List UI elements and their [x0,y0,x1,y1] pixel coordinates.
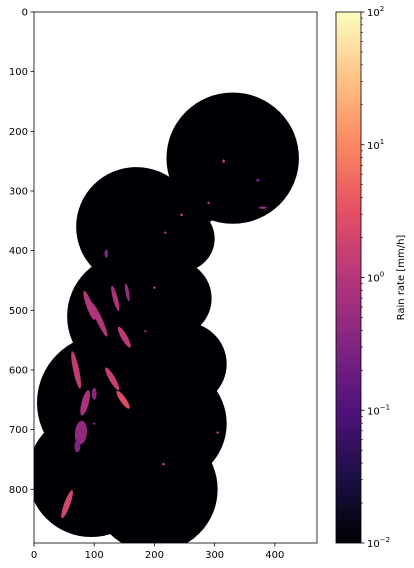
y-tick-label: 800 [9,485,28,496]
rain-features [61,159,268,519]
rain-cell [256,179,260,182]
rain-cell [61,490,73,519]
colorbar-ticks: 10−2 10−1 100 101 102 [361,5,390,550]
y-tick-label: 500 [9,306,28,317]
rain-cell [216,431,219,434]
plot-frame [33,11,318,544]
x-tick-label: 200 [145,550,164,561]
coverage-disk [91,426,218,543]
colorbar-tick-label: 10−2 [367,536,390,550]
colorbar-tick-label: 102 [367,5,384,19]
y-tick-label: 300 [9,186,28,197]
rain-cell [144,330,147,333]
coverage-disk [133,259,212,338]
rain-cell [222,159,225,163]
heatmap-axes: 0 100 200 300 400 0 100 200 300 400 500 600 700 800 [9,8,318,561]
coverage-disk [148,205,215,272]
rain-cell [105,367,120,391]
radar-coverage [34,92,299,543]
colorbar-gradient [335,11,362,544]
colorbar-tick-label: 100 [367,271,384,285]
colorbar-tick-label: 10−1 [367,403,390,417]
y-tick-label: 100 [9,67,28,78]
y-tick-label: 700 [9,425,28,436]
y-tick-label: 400 [9,246,28,257]
colorbar: 10−2 10−1 100 101 102 Rain rate [mm/h] [335,5,407,550]
y-tick-label: 0 [22,8,28,19]
y-tick-label: 600 [9,365,28,376]
x-tick-label: 400 [265,550,284,561]
rain-cell [258,206,268,209]
colorbar-tick-label: 101 [367,138,384,152]
x-tick-label: 300 [205,550,224,561]
x-axis: 0 100 200 300 400 [31,543,284,561]
y-axis: 0 100 200 300 400 500 600 700 800 [9,8,34,496]
x-tick-label: 100 [85,550,104,561]
rain-cell [74,440,81,453]
rain-cell [80,390,91,416]
colorbar-label: Rain rate [mm/h] [396,235,407,321]
rain-cell [124,283,130,302]
rain-cell [207,201,210,205]
rain-cell [153,286,156,289]
y-tick-label: 200 [9,127,28,138]
x-tick-label: 0 [31,550,37,561]
rain-cell [180,213,183,217]
rain-cell [90,301,108,337]
rain-cell [93,422,96,425]
rain-cell [91,387,97,400]
rain-cell [162,463,165,466]
rain-cell [74,420,88,445]
rain-cell [111,285,120,312]
rain-cell [116,390,130,409]
rain-cell [71,351,82,389]
rain-cell [164,231,167,234]
rain-cell [83,290,96,321]
rain-cell [117,326,131,348]
rain-cell [104,249,109,258]
